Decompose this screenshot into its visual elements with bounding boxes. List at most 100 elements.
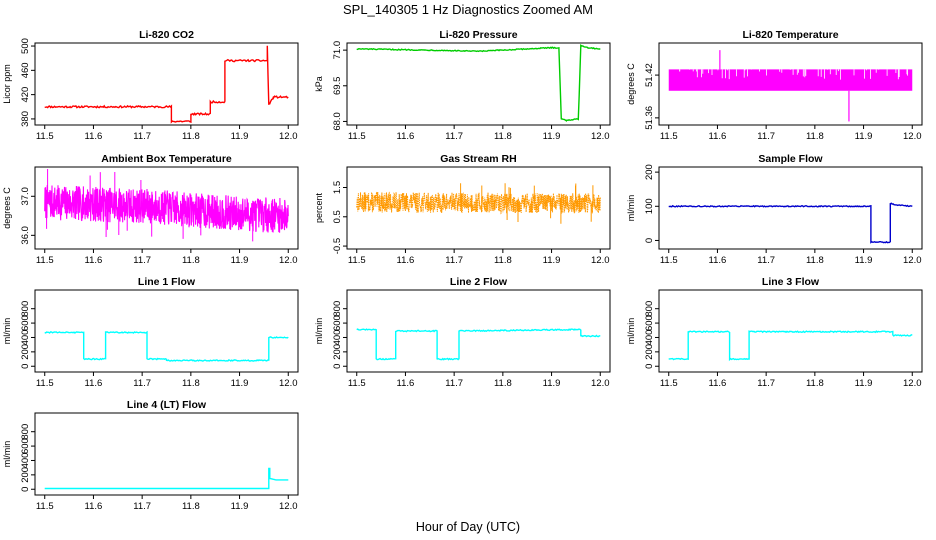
x-tick-label: 11.9 [855,131,873,142]
x-tick-label: 11.9 [231,255,249,266]
y-tick-label: 68.0 [332,112,343,131]
x-tick-label: 11.8 [182,378,200,389]
figure-title: SPL_140305 1 Hz Diagnostics Zoomed AM [343,2,593,17]
y-tick-label: 1.5 [332,181,343,194]
x-tick-label: 11.6 [397,131,415,142]
y-tick-label: 51.36 [644,106,655,130]
chart-panel: Gas Stream RH percent 11.5 11.6 11.7 11.8 11.9… [314,153,611,266]
chart-panel: Li-820 CO2 Licor ppm 11.5 11.6 11.7 11.8 11.9 1… [2,29,299,142]
x-tick-label: 11.9 [231,131,249,142]
x-tick-label: 12.0 [279,255,298,266]
y-tick-label: 600 [20,315,31,331]
plot-frame [346,42,611,126]
panel-title: Line 2 Flow [450,276,508,288]
x-tick-label: 11.6 [397,378,415,389]
y-tick-label: 600 [20,438,31,454]
plot-frame [658,289,923,373]
x-tick-label: 11.5 [36,501,54,512]
plot-frame [346,166,611,250]
x-tick-label: 11.5 [660,255,678,266]
data-layer [668,202,913,244]
y-tick-label: 420 [20,87,31,103]
series-outliers [460,183,594,224]
x-tick-label: 11.8 [806,378,824,389]
x-tick-label: 11.6 [709,131,727,142]
plot-frame [658,166,923,250]
series-line [356,328,601,361]
plot-frame [658,42,923,126]
chart-panel: Line 3 Flow ml/min 11.5 11.6 11.7 11.8 11.9 12.… [626,276,923,389]
panel-title: Line 4 (LT) Flow [127,399,207,411]
y-axis-label: ml/min [626,318,636,345]
panel-title: Li-820 Pressure [439,29,517,41]
x-tick-label: 11.7 [445,255,463,266]
x-tick-label: 11.5 [36,255,54,266]
x-tick-label: 11.7 [757,255,775,266]
plot-frame [34,42,299,126]
y-tick-label: 71.0 [332,41,343,60]
x-tick-label: 12.0 [591,255,610,266]
series-line [356,191,601,215]
y-tick-label: 400 [20,330,31,346]
x-tick-label: 11.7 [757,131,775,142]
plot-frame [346,289,611,373]
panel-title: Line 3 Flow [762,276,820,288]
x-tick-label: 11.5 [660,131,678,142]
x-tick-label: 12.0 [279,131,298,142]
y-tick-label: 600 [332,315,343,331]
x-tick-label: 11.9 [855,255,873,266]
x-tick-label: 11.5 [348,378,366,389]
y-tick-label: 0 [20,487,31,492]
x-tick-label: 11.9 [543,131,561,142]
y-tick-label: 800 [644,301,655,317]
x-tick-label: 11.7 [133,255,151,266]
data-layer [356,43,601,123]
y-tick-label: 69.5 [332,77,343,96]
x-tick-label: 11.9 [231,501,249,512]
x-tick-label: 11.6 [85,501,103,512]
x-tick-label: 11.8 [494,131,512,142]
y-tick-label: 200 [20,344,31,360]
y-axis-label: kPa [314,76,324,92]
x-tick-label: 11.6 [709,378,727,389]
y-tick-label: 460 [20,62,31,78]
y-tick-label: 0 [332,364,343,369]
plot-frame [34,166,299,250]
y-tick-label: 36.0 [20,226,31,245]
y-tick-label: -0.5 [332,238,343,254]
x-tick-label: 11.7 [445,378,463,389]
data-layer [44,330,289,362]
x-tick-label: 11.6 [709,255,727,266]
y-tick-label: 500 [20,38,31,54]
chart-panel: Line 1 Flow ml/min 11.5 11.6 11.7 11.8 11.9 12.… [2,276,299,389]
x-tick-label: 11.8 [494,255,512,266]
x-tick-label: 11.5 [36,378,54,389]
y-tick-label: 200 [20,467,31,483]
data-layer [668,330,913,362]
y-tick-label: 200 [644,164,655,180]
x-tick-label: 11.8 [182,501,200,512]
x-tick-label: 12.0 [279,378,298,389]
series-line [44,184,289,233]
x-tick-label: 12.0 [591,131,610,142]
x-tick-label: 11.8 [806,131,824,142]
y-axis-label: ml/min [314,318,324,345]
series-line [44,330,289,362]
y-tick-label: 600 [644,315,655,331]
panel-title: Sample Flow [758,153,823,165]
x-tick-label: 12.0 [903,131,922,142]
series-band [668,69,913,91]
y-axis-label: degrees C [2,187,12,229]
figure-xlabel: Hour of Day (UTC) [416,520,520,534]
x-tick-label: 11.7 [757,378,775,389]
y-tick-label: 0 [644,238,655,243]
x-tick-label: 11.7 [445,131,463,142]
y-axis-label: Licor ppm [2,64,12,104]
chart-panel: Line 2 Flow ml/min 11.5 11.6 11.7 11.8 11.9 12.… [314,276,611,389]
series-line [44,467,289,490]
chart-panel: Ambient Box Temperature degrees C 11.5 11.6… [2,153,299,266]
x-tick-label: 11.7 [133,131,151,142]
panels: Li-820 CO2 Licor ppm 11.5 11.6 11.7 11.8 11.9 1… [2,29,923,512]
x-tick-label: 12.0 [903,378,922,389]
y-tick-label: 400 [332,330,343,346]
